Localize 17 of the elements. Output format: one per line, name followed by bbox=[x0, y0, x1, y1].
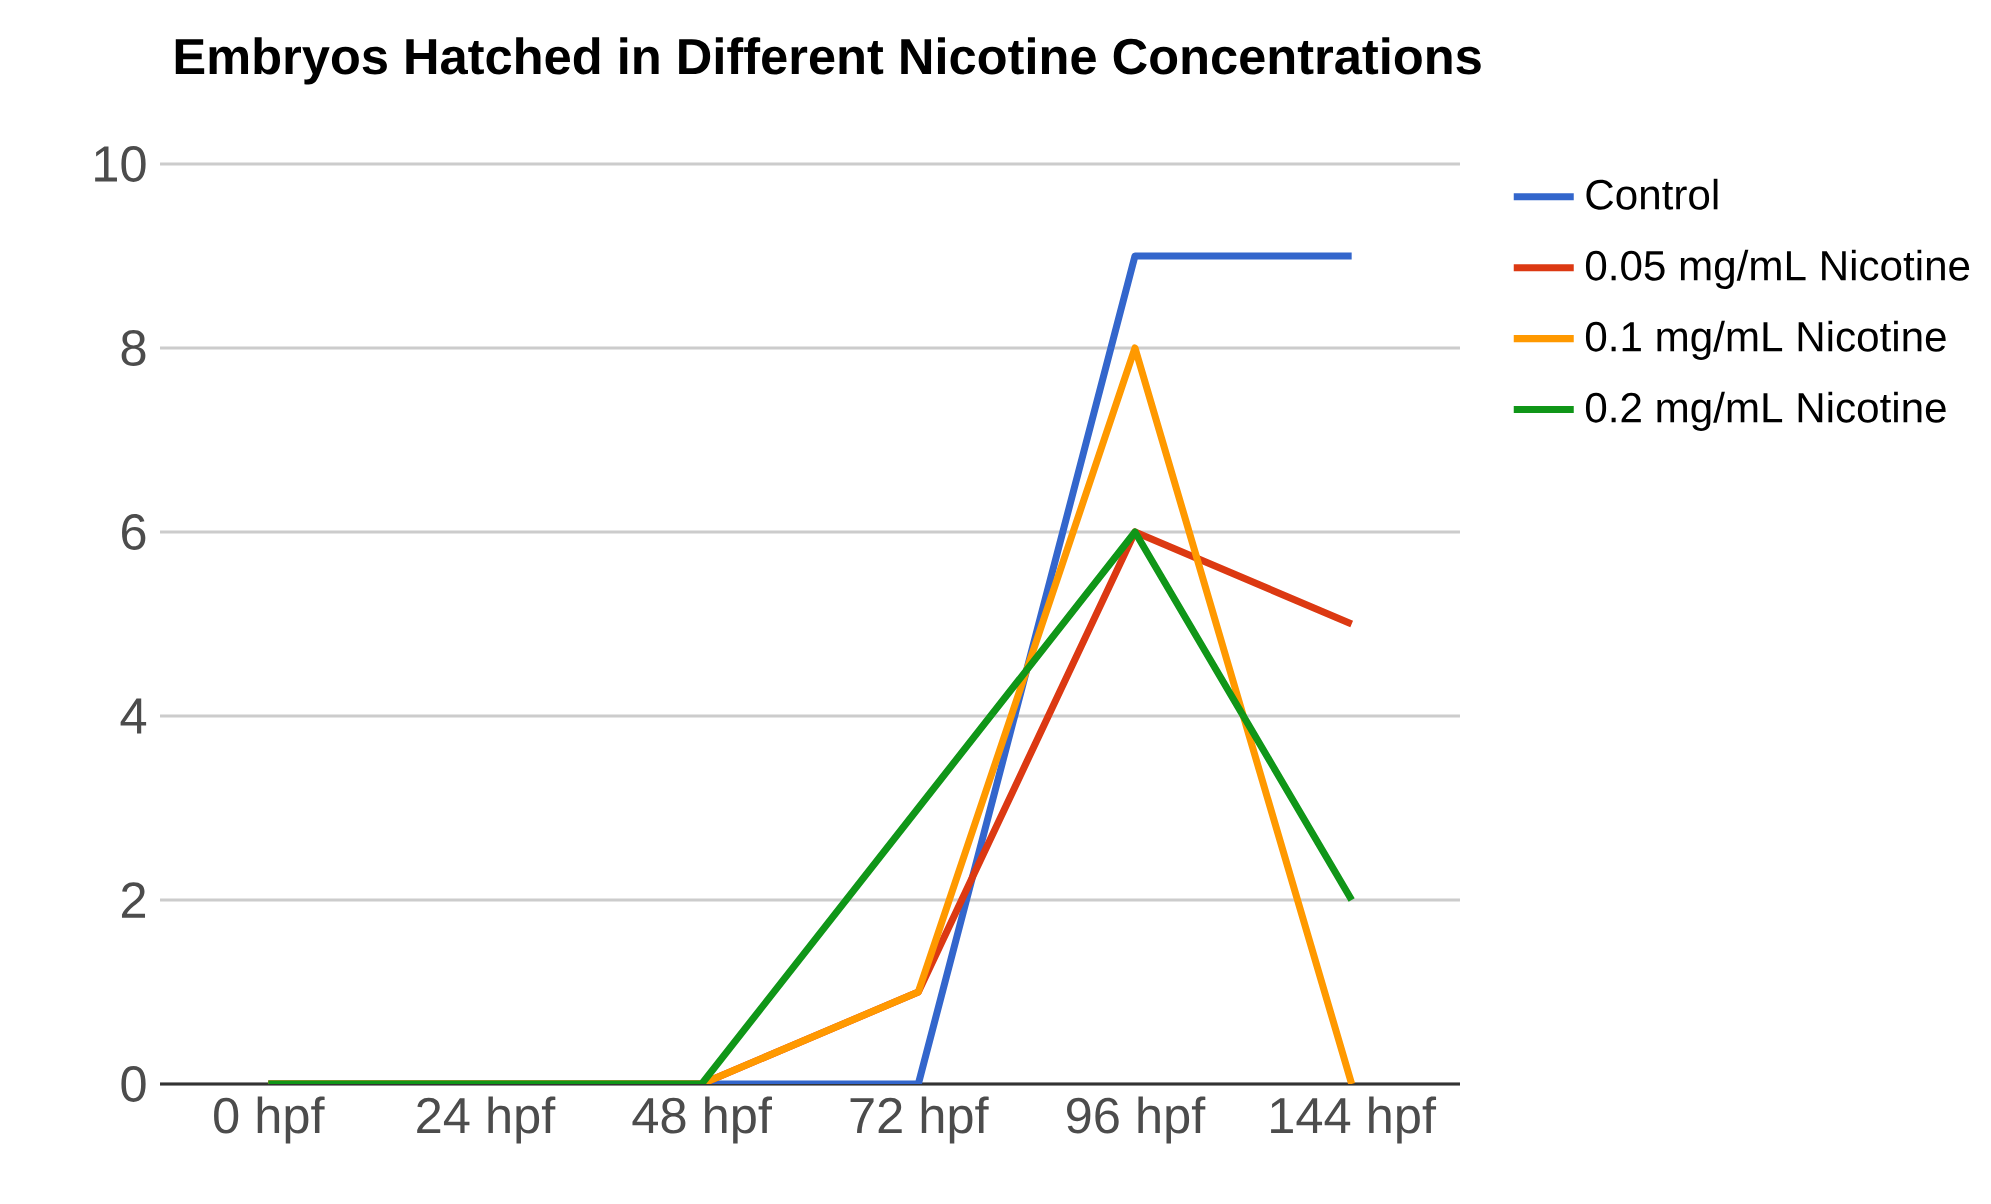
x-tick-label: 144 hpf bbox=[1271, 1096, 1437, 1144]
x-tick-label: 72 hpf bbox=[850, 1096, 989, 1144]
legend-label: Control bbox=[1586, 178, 1718, 210]
x-tick-label: 0 hpf bbox=[214, 1096, 325, 1144]
legend-label: 0.2 mg/mL Nicotine bbox=[1585, 391, 1946, 431]
x-tick-label: 48 hpf bbox=[632, 1096, 772, 1144]
y-tick-label: 0 bbox=[121, 1066, 146, 1102]
y-tick-label: 6 bbox=[122, 514, 146, 550]
x-tick-label: 24 hpf bbox=[417, 1096, 556, 1144]
x-tick-label: 96 hpf bbox=[1067, 1096, 1206, 1144]
y-tick-label: 10 bbox=[95, 146, 146, 182]
y-tick-label: 2 bbox=[121, 882, 146, 918]
y-tick-label: 4 bbox=[120, 698, 147, 734]
chart-title: Embryos Hatched in Different Nicotine Concentrations bbox=[175, 37, 1481, 85]
legend-label: 0.1 mg/mL Nicotine bbox=[1585, 320, 1946, 361]
y-tick-label: 8 bbox=[121, 330, 146, 366]
legend-label: 0.05 mg/mL Nicotine bbox=[1585, 249, 1970, 290]
